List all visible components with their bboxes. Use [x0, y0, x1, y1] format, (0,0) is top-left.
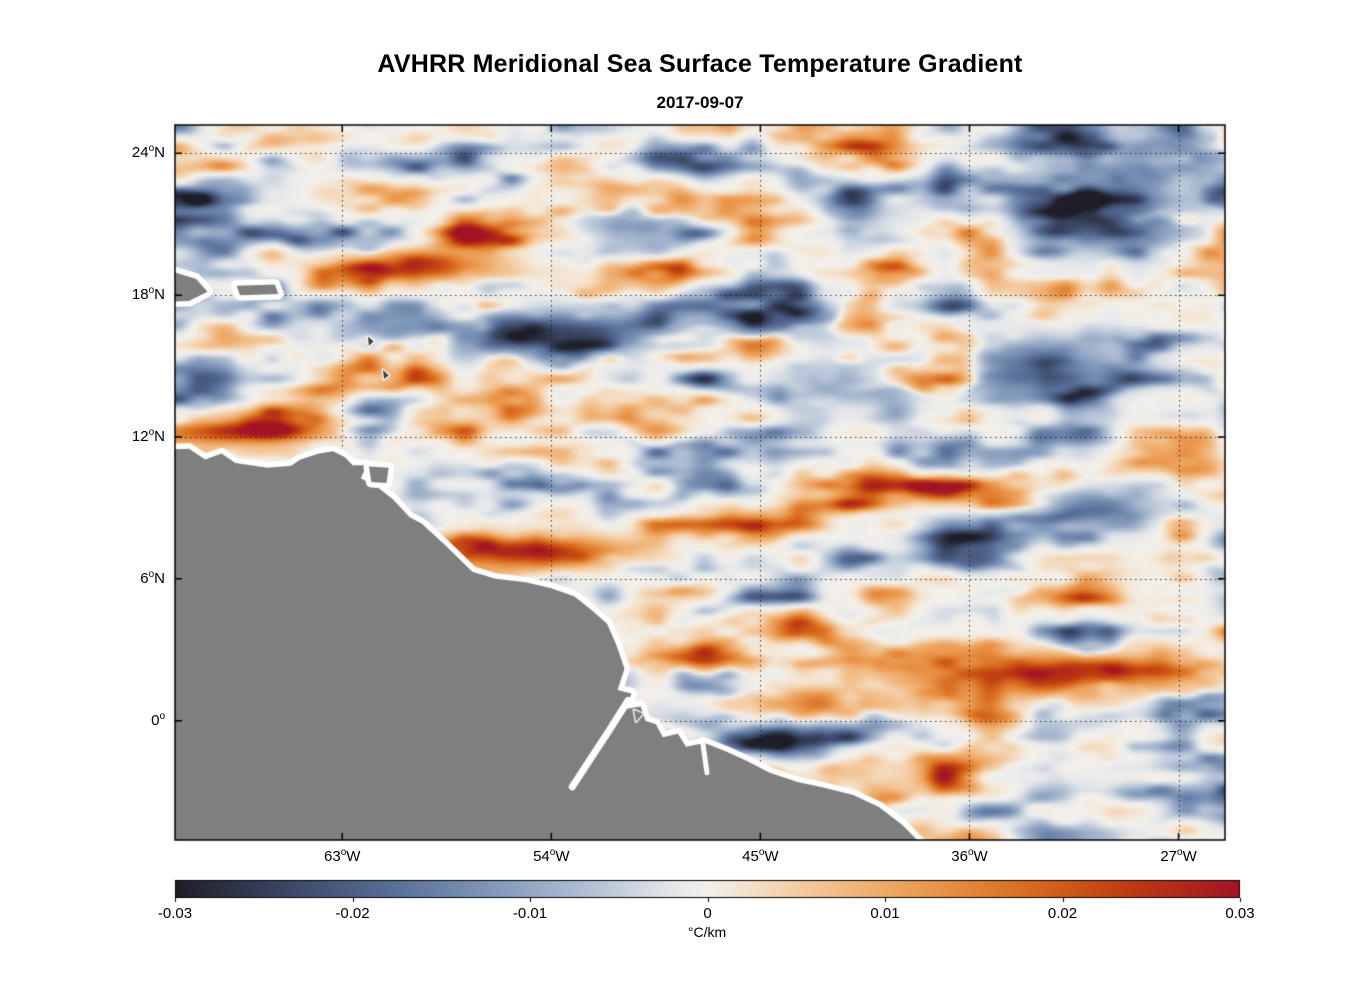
figure: AVHRR Meridional Sea Surface Temperature…	[0, 0, 1356, 1000]
sst-gradient-map-canvas	[0, 0, 1356, 1000]
